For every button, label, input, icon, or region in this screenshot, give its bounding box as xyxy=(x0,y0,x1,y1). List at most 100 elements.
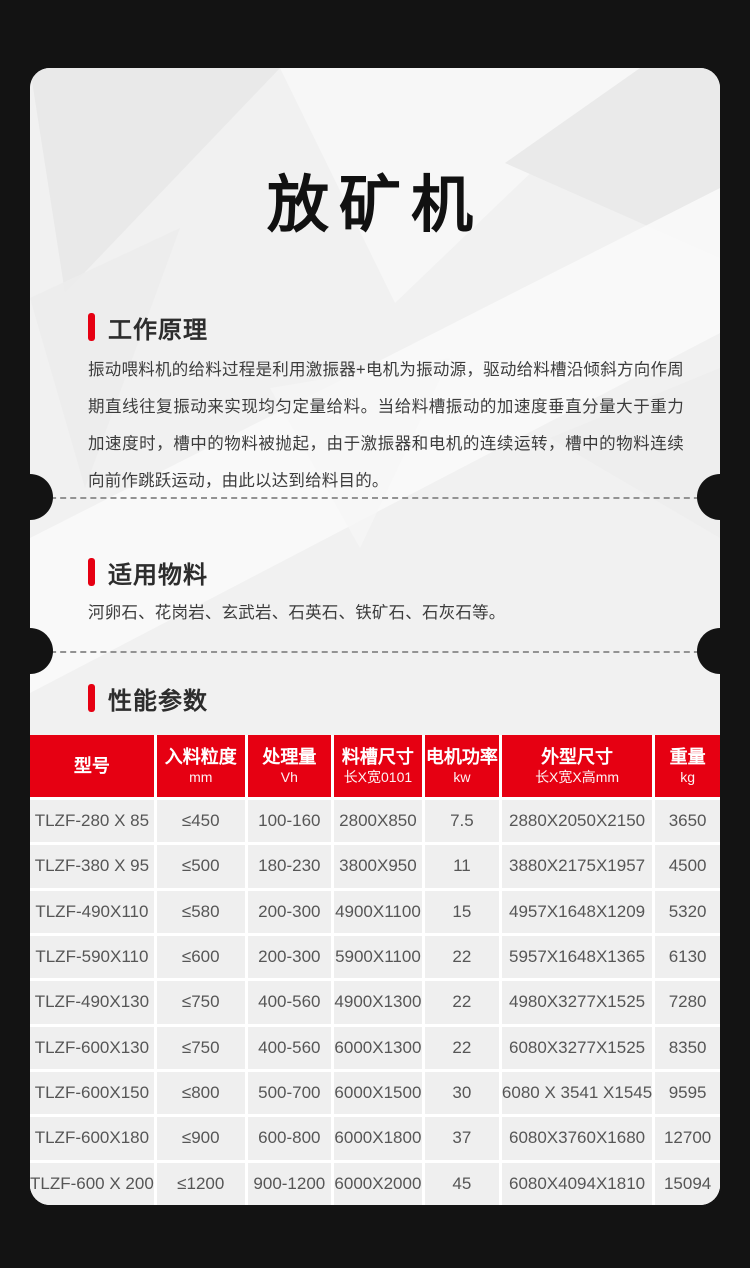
materials-text: 河卵石、花岗岩、玄武岩、石英石、铁矿石、石灰石等。 xyxy=(88,604,506,622)
spec-cell: 200-300 xyxy=(247,935,331,979)
spec-cell: 5900X1100 xyxy=(333,935,422,979)
spec-cell: 15 xyxy=(424,890,499,933)
spec-column-header: 处理量 Vh xyxy=(247,735,331,797)
column-unit: 长X宽X高mm xyxy=(535,768,620,785)
section-title: 性能参数 xyxy=(108,687,208,715)
column-title: 料槽尺寸 xyxy=(341,747,414,767)
working-principle-text: 振动喂料机的给料过程是利用激振器+电机为振动源，驱动给料槽沿倾斜方向作周期直线往… xyxy=(88,361,684,490)
section-heading-working-principle: 工作原理 xyxy=(88,313,208,344)
section-heading-specs: 性能参数 xyxy=(88,684,208,715)
spec-cell: 45 xyxy=(424,1162,499,1205)
column-unit: kg xyxy=(680,768,695,785)
spec-cell: 2880X2050X2150 xyxy=(501,800,653,843)
spec-cell: TLZF-490X130 xyxy=(30,981,154,1024)
spec-cell: TLZF-600 X 200 xyxy=(30,1162,154,1205)
spec-cell: TLZF-380 X 95 xyxy=(30,845,154,888)
spec-cell: 22 xyxy=(424,1026,499,1069)
column-title: 外型尺寸 xyxy=(541,747,614,767)
spec-cell: ≤500 xyxy=(156,845,245,888)
spec-cell: 900-1200 xyxy=(247,1162,331,1205)
red-accent-bar xyxy=(88,558,95,586)
spec-cell: 11 xyxy=(424,845,499,888)
spec-cell: 400-560 xyxy=(247,981,331,1024)
spec-cell: 7.5 xyxy=(424,800,499,843)
section-heading-materials: 适用物料 xyxy=(88,558,208,589)
spec-cell: ≤600 xyxy=(156,935,245,979)
spec-cell: 6000X2000 xyxy=(333,1162,422,1205)
spec-cell: TLZF-280 X 85 xyxy=(30,800,154,843)
spec-cell: 4500 xyxy=(655,845,720,888)
spec-cell: 4957X1648X1209 xyxy=(501,890,653,933)
spec-cell: 12700 xyxy=(655,1117,720,1160)
spec-cell: 37 xyxy=(424,1117,499,1160)
spec-cell: 180-230 xyxy=(247,845,331,888)
spec-column-header: 入料粒度 mm xyxy=(156,735,245,797)
spec-cell: 5957X1648X1365 xyxy=(501,935,653,979)
divider-notch xyxy=(30,628,53,674)
product-card: 放矿机 工作原理 振动喂料机的给料过程是利用激振器+电机为振动源，驱动给料槽沿倾… xyxy=(30,68,720,1205)
divider-notch xyxy=(697,628,720,674)
section-title: 工作原理 xyxy=(108,316,208,344)
divider-notch xyxy=(30,474,53,520)
column-title: 电机功率 xyxy=(425,747,498,767)
dashed-divider xyxy=(30,497,720,499)
red-accent-bar xyxy=(88,684,95,712)
spec-cell: 4900X1100 xyxy=(333,890,422,933)
spec-cell: 8350 xyxy=(655,1026,720,1069)
product-title: 放矿机 xyxy=(266,171,483,240)
spec-table: 型号 入料粒度 mm 处理量 Vh 料槽尺寸 长X宽0101 电机功率 kw 外型尺寸 长X宽X高m… xyxy=(30,735,720,1205)
divider-notch xyxy=(697,474,720,520)
spec-cell: ≤1200 xyxy=(156,1162,245,1205)
spec-column-header: 重量 kg xyxy=(655,735,720,797)
spec-cell: 100-160 xyxy=(247,800,331,843)
spec-cell: 3800X950 xyxy=(333,845,422,888)
spec-cell: 22 xyxy=(424,935,499,979)
column-unit: Vh xyxy=(280,768,298,785)
spec-cell: 600-800 xyxy=(247,1117,331,1160)
spec-cell: 3650 xyxy=(655,800,720,843)
spec-cell: ≤750 xyxy=(156,1026,245,1069)
spec-cell: ≤750 xyxy=(156,981,245,1024)
spec-cell: TLZF-600X150 xyxy=(30,1071,154,1115)
spec-cell: 500-700 xyxy=(247,1071,331,1115)
spec-cell: 30 xyxy=(424,1071,499,1115)
spec-cell: 7280 xyxy=(655,981,720,1024)
dashed-divider xyxy=(30,651,720,653)
spec-column-header: 电机功率 kw xyxy=(424,735,499,797)
red-accent-bar xyxy=(88,313,95,341)
column-title: 处理量 xyxy=(262,747,317,767)
spec-column-header: 型号 xyxy=(30,735,154,797)
spec-cell: 6080X4094X1810 xyxy=(501,1162,653,1205)
spec-cell: TLZF-590X110 xyxy=(30,935,154,979)
spec-cell: 3880X2175X1957 xyxy=(501,845,653,888)
spec-cell: 200-300 xyxy=(247,890,331,933)
spec-cell: 6080 X 3541 X1545 xyxy=(501,1071,653,1115)
column-unit: 长X宽0101 xyxy=(343,768,413,785)
column-unit: mm xyxy=(189,768,213,785)
spec-cell: 6080X3760X1680 xyxy=(501,1117,653,1160)
spec-cell: TLZF-490X110 xyxy=(30,890,154,933)
spec-cell: ≤580 xyxy=(156,890,245,933)
section-title: 适用物料 xyxy=(108,561,208,589)
column-title: 型号 xyxy=(73,755,110,776)
spec-cell: 400-560 xyxy=(247,1026,331,1069)
column-title: 入料粒度 xyxy=(164,747,237,767)
spec-cell: ≤800 xyxy=(156,1071,245,1115)
column-title: 重量 xyxy=(669,747,706,767)
column-unit: kw xyxy=(453,768,471,785)
spec-cell: 2800X850 xyxy=(333,800,422,843)
spec-column-header: 料槽尺寸 长X宽0101 xyxy=(333,735,422,797)
spec-cell: TLZF-600X130 xyxy=(30,1026,154,1069)
spec-cell: 22 xyxy=(424,981,499,1024)
spec-cell: 6000X1500 xyxy=(333,1071,422,1115)
spec-cell: 6130 xyxy=(655,935,720,979)
spec-column-header: 外型尺寸 长X宽X高mm xyxy=(501,735,653,797)
spec-cell: ≤450 xyxy=(156,800,245,843)
spec-cell: 15094 xyxy=(655,1162,720,1205)
spec-cell: 6080X3277X1525 xyxy=(501,1026,653,1069)
spec-cell: 4980X3277X1525 xyxy=(501,981,653,1024)
spec-cell: ≤900 xyxy=(156,1117,245,1160)
spec-cell: 5320 xyxy=(655,890,720,933)
spec-cell: 6000X1800 xyxy=(333,1117,422,1160)
spec-cell: 6000X1300 xyxy=(333,1026,422,1069)
